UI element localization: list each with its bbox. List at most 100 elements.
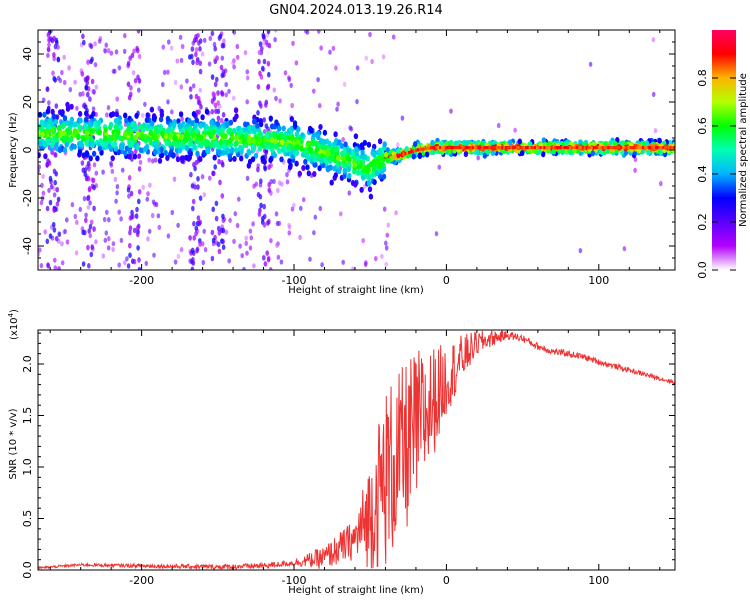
spectrogram-core [413,149,416,153]
spectrogram-streak [210,30,215,37]
spectrogram-cell [317,165,322,172]
spectrogram-speckle [232,238,236,244]
spectrogram-speckle [78,91,82,97]
spectrogram-cell [563,140,569,147]
spectrogram-streak [55,114,60,120]
spectrogram-streak [191,198,196,205]
spectrogram-streak [127,175,132,181]
spectrogram-cell [281,144,286,151]
spectrogram-core [534,146,537,150]
spectrogram-streak [92,89,96,95]
spectrogram-cell [641,140,647,147]
spectrogram-core [574,146,577,150]
spectrogram-cell [192,143,197,150]
spectrogram-speckle [88,200,92,206]
spectrogram-speckle [231,60,235,66]
spectrogram-speckle [400,115,405,121]
spectrogram-cell [309,127,314,134]
spectrogram-speckle [202,37,207,43]
spectrogram-cell [103,141,108,148]
spectrogram-streak [194,93,199,100]
spectrogram-cell [299,145,304,152]
spectrogram-cell [113,117,119,124]
spectrogram-speckle [162,69,167,75]
spectrogram-cell [88,155,93,162]
spectrogram-cell [227,153,232,160]
snr-panel: -200 -100 0 100 0.0 0.5 1.0 1.5 2.0 Height of st… [7,309,676,596]
spectrogram-streak [221,213,225,220]
spectrogram-core [526,146,530,150]
spectrogram-cell [204,108,210,115]
spectrogram-speckle [51,70,55,76]
spectrogram-core [563,146,566,150]
spectrogram-core [422,147,425,151]
spectrogram-speckle [291,40,295,47]
spectrogram-speckle [123,33,127,39]
spectrogram-streak [266,83,271,90]
spectrogram-cell [135,144,140,151]
spectrogram-speckle [167,39,171,45]
spectrogram-core [541,146,544,150]
spectrogram-speckle [653,128,658,134]
spectrogram-core [550,146,553,150]
spectrogram-cell [39,119,45,126]
spectrogram-core [417,148,420,152]
spectrogram-streak [196,184,200,190]
spectrogram-speckle [287,230,292,236]
spectrogram-core [481,146,484,150]
spectrogram-cell [354,146,359,153]
spectrogram-streak [256,166,260,173]
spectrogram-cell [347,172,352,179]
spectrogram-speckle [385,232,390,238]
snr-background [38,330,675,570]
spectrogram-speckle [245,250,249,256]
spectrogram-speckle [176,253,181,259]
spectrogram-streak [262,222,267,228]
spectrogram-cell [67,129,73,135]
spectrogram-cell [171,122,177,129]
spectrogram-speckle [166,233,171,239]
spectrogram-speckle [380,253,384,259]
spectrogram-cell [72,128,78,135]
spectrogram-streak [189,171,193,178]
colorbar-label: Normalized spectral amplitude [738,73,749,227]
spectrogram-speckle [622,246,627,252]
spectrogram-streak [264,39,269,46]
spectrogram-streak [193,165,197,172]
spectrogram-cell [123,150,128,156]
spectrogram-speckle [120,167,125,173]
spectrogram-cell [383,151,389,158]
spectrogram-cell [194,117,199,124]
spectrogram-core [583,146,586,150]
spectrogram-streak [190,53,194,60]
spectrogram-cell [126,126,131,133]
y-tick-label: 1.5 [21,407,34,425]
spectrogram-streak [137,257,141,263]
spectrogram-speckle [117,209,121,215]
spectrogram-speckle [153,157,158,163]
spectrogram-speckle [244,240,248,246]
spectrogram-streak [86,244,90,251]
spectrogram-speckle [290,206,295,212]
spectrogram-core [515,146,519,150]
spectrogram-core [581,146,584,150]
spectrogram-streak [89,58,93,65]
spectrogram-streak [188,235,192,241]
spectrogram-streak [263,261,268,267]
spectrogram-cell [320,144,325,151]
spectrogram-cell [65,105,71,112]
spectrogram-speckle [220,55,225,61]
spectrogram-speckle [243,50,248,56]
spectrogram-cell [239,155,244,162]
spectrogram-cell [127,139,132,145]
spectrogram-speckle [304,30,308,34]
spectrogram-streak [81,91,85,97]
spectrogram-cell [336,155,341,161]
spectrogram-cell [56,124,62,131]
spectrogram-streak [88,96,92,102]
spectrogram-speckle [396,142,400,148]
spectrogram-cell [352,161,357,168]
spectrogram-streak [263,165,268,172]
spectrogram-core [508,146,511,150]
spectrogram-streak [217,248,222,255]
